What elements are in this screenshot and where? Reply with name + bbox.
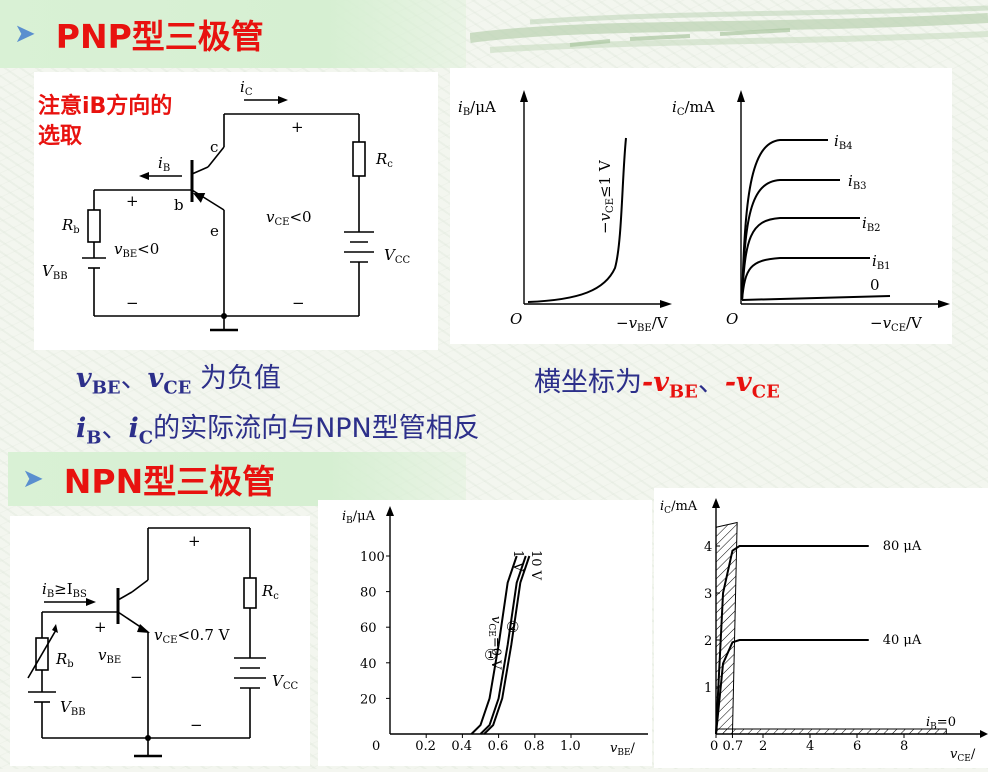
y-tick-label: 100 [360, 550, 385, 565]
pnp-text-line1: vBE、vCE 为负值 [76, 363, 281, 399]
npn-circuit-panel: iB≥IBS + + − − Rc Rb VBB VCC vBE vCE<0.7… [10, 516, 310, 766]
npn-title-box: ➤ NPN型三极管 [8, 452, 466, 506]
npn-input-chart-panel: iB/μA vBE/ vCE=0 V 1 V 10 V ① ② 20 40 60 80… [318, 500, 652, 766]
svg-text:−: − [190, 716, 203, 734]
svg-text:VBB: VBB [42, 262, 68, 282]
svg-text:vCE<0: vCE<0 [266, 208, 312, 228]
bullet-arrow-icon: ➤ [22, 464, 44, 494]
y-tick-label: 3 [704, 587, 712, 602]
svg-text:Rb: Rb [61, 216, 80, 236]
y-tick-label: 4 [704, 540, 712, 555]
origin-label: 0 [372, 739, 380, 754]
x-tick-label: 2 [759, 739, 767, 754]
svg-text:−: − [292, 294, 305, 312]
series-label: 80 μA [883, 539, 922, 554]
svg-text:vCE/: vCE/ [950, 747, 976, 764]
pnp-circuit-panel: iC iB c b e + + − − Rc Rb VBB VCC vCE<0 … [34, 72, 438, 350]
svg-text:0: 0 [870, 276, 880, 294]
svg-text:iB≥IBS: iB≥IBS [42, 580, 87, 600]
svg-text:iB1: iB1 [872, 252, 891, 272]
svg-text:c: c [210, 138, 218, 156]
svg-text:Rc: Rc [375, 150, 393, 170]
svg-text:vBE<0: vBE<0 [114, 240, 159, 260]
svg-text:−: − [130, 668, 143, 686]
x-tick-label: 0.6 [488, 739, 509, 754]
svg-text:iC: iC [240, 78, 253, 98]
svg-text:Rb: Rb [55, 650, 74, 670]
brush-decoration [470, 5, 988, 53]
svg-text:+: + [188, 532, 201, 550]
svg-text:iB2: iB2 [862, 214, 881, 234]
npn-input-chart: iB/μA vBE/ vCE=0 V 1 V 10 V ① ② 20406080… [342, 506, 648, 758]
series-line [715, 545, 869, 735]
npn-output-chart-panel: iC/mA vCE/ iB=0 1 2 3 4 0 0.7 2 4 6 8 80 μA 40 μA [654, 488, 988, 768]
npn-title: NPN型三极管 [63, 462, 276, 501]
svg-text:iB: iB [158, 154, 170, 174]
svg-text:iB/μA: iB/μA [342, 509, 376, 526]
svg-text:vBE: vBE [98, 646, 121, 666]
svg-text:Rc: Rc [261, 582, 279, 602]
svg-text:+: + [94, 618, 107, 636]
svg-text:iB4: iB4 [834, 132, 853, 152]
svg-text:−vBE/V: −vBE/V [616, 314, 669, 334]
x-tick-label: 0 [710, 739, 718, 754]
y-tick-label: 2 [704, 634, 712, 649]
svg-text:10 V: 10 V [528, 550, 543, 581]
pnp-circuit-diagram: iC iB c b e + + − − Rc Rb VBB VCC vCE<0 … [42, 78, 410, 332]
svg-text:iC/mA: iC/mA [660, 499, 698, 516]
npn-circuit-diagram: iB≥IBS + + − − Rc Rb VBB VCC vBE vCE<0.7… [27, 527, 298, 758]
bullet-arrow-icon: ➤ [14, 19, 36, 49]
x-tick-label: 0.4 [451, 739, 472, 754]
pnp-note-line2: 选取 [38, 124, 83, 149]
svg-text:vBE/: vBE/ [610, 741, 636, 758]
pnp-curves-panel: iB/μA O −vBE/V −vCE≤1 V iC/mA O −vCE/V i… [450, 68, 952, 344]
npn-output-chart: iC/mA vCE/ iB=0 1 2 3 4 0 0.7 2 4 6 8 80 μA 40 μA [660, 498, 988, 764]
svg-text:−vCE≤1 V: −vCE≤1 V [596, 159, 616, 234]
svg-text:iC/mA: iC/mA [672, 98, 715, 118]
x-tick-label: 0.7 [722, 739, 743, 754]
svg-text:iB3: iB3 [848, 172, 867, 192]
series-line [479, 555, 527, 735]
x-tick-label: 6 [853, 739, 861, 754]
svg-text:①: ① [484, 646, 497, 664]
svg-text:O: O [726, 310, 738, 328]
x-tick-label: 4 [806, 739, 814, 754]
svg-text:VCC: VCC [272, 672, 298, 692]
y-tick-label: 80 [360, 586, 377, 601]
x-tick-label: 1.0 [560, 739, 581, 754]
pnp-title-box: ➤ PNP型三极管 [0, 0, 466, 68]
y-tick-label: 40 [360, 657, 377, 672]
y-tick-label: 20 [360, 692, 377, 707]
pnp-note-line1: 注意iB方向的 [38, 94, 173, 119]
svg-text:VBB: VBB [60, 698, 86, 718]
y-tick-label: 60 [360, 621, 377, 636]
series-line [470, 555, 518, 735]
svg-text:+: + [291, 118, 304, 136]
y-tick-label: 1 [704, 681, 712, 696]
series-label: 40 μA [883, 633, 922, 648]
svg-text:e: e [210, 222, 219, 240]
svg-text:b: b [174, 196, 184, 214]
series-line [483, 555, 531, 735]
pnp-title: PNP型三极管 [55, 17, 264, 56]
pnp-text-line2: 横坐标为-vBE、-vCE [534, 367, 780, 403]
svg-text:O: O [510, 310, 522, 328]
svg-text:−: − [126, 294, 139, 312]
x-tick-label: 0.2 [415, 739, 436, 754]
x-tick-label: 8 [900, 739, 908, 754]
svg-text:+: + [126, 192, 139, 210]
pnp-note: 注意iB方向的 选取 [38, 92, 172, 152]
pnp-text-line3: iB、iC的实际流向与NPN型管相反 [76, 413, 480, 449]
pnp-curves: iB/μA O −vBE/V −vCE≤1 V iC/mA O −vCE/V i… [458, 90, 950, 334]
x-tick-label: 0.8 [524, 739, 545, 754]
svg-text:iB=0: iB=0 [926, 715, 956, 732]
svg-text:VCC: VCC [384, 246, 410, 266]
svg-text:−vCE/V: −vCE/V [870, 314, 923, 334]
svg-text:vCE<0.7 V: vCE<0.7 V [154, 626, 231, 646]
cutoff-region [715, 728, 947, 735]
series-line [715, 639, 869, 735]
svg-text:iB/μA: iB/μA [458, 98, 496, 118]
